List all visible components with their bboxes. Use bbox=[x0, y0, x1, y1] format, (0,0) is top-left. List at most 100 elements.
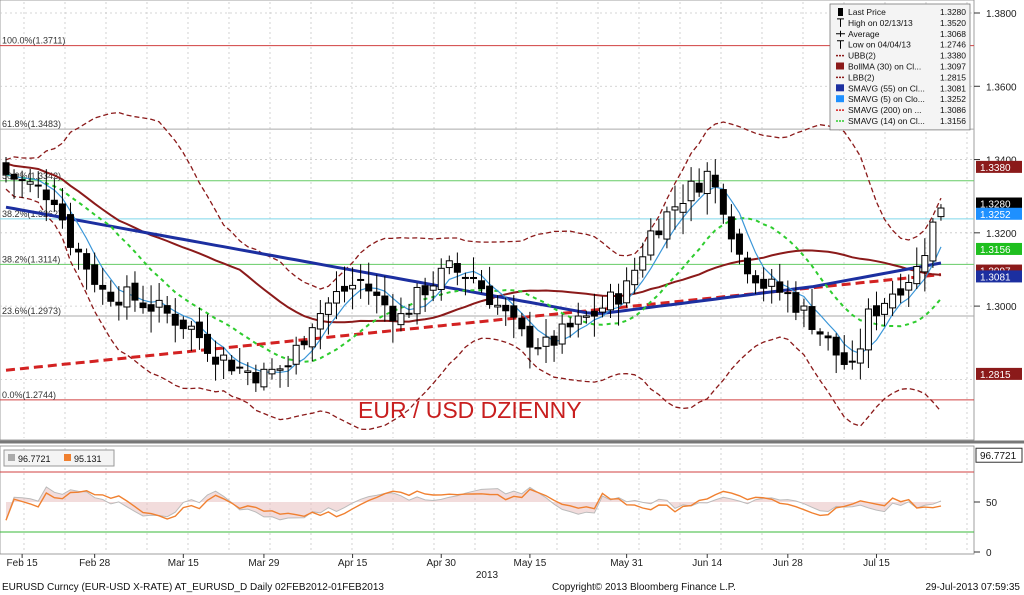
candle-body bbox=[50, 199, 58, 206]
candle-body bbox=[647, 230, 655, 256]
legend-entry: SMAVG (55) on Cl... 1.3081 bbox=[836, 83, 966, 93]
legend-value: 1.3520 bbox=[940, 18, 966, 28]
chart-title: EUR / USD DZIENNY bbox=[358, 397, 582, 423]
candle-body bbox=[735, 233, 743, 255]
footer-security: EURUSD Curncy (EUR-USD X-RATE) AT_EURUSD… bbox=[2, 582, 384, 593]
candle-body bbox=[639, 256, 647, 271]
candle-body bbox=[808, 306, 816, 330]
candle-body bbox=[107, 291, 115, 302]
legend-label: LBB(2) bbox=[848, 72, 875, 82]
candle-body bbox=[228, 359, 236, 372]
legend-label: Last Price bbox=[848, 7, 886, 17]
legend-entry: Average 1.3068 bbox=[836, 29, 966, 39]
price-tag-box bbox=[976, 270, 1022, 283]
candle-body bbox=[381, 295, 389, 306]
fib-label: 0.0%(1.2744) bbox=[2, 390, 56, 400]
price-tag-box bbox=[976, 367, 1022, 380]
candle-body bbox=[542, 336, 550, 347]
candle-body bbox=[284, 365, 292, 368]
legend-label: SMAVG (14) on Cl... bbox=[848, 116, 925, 126]
date-tick-label: Feb 28 bbox=[79, 558, 111, 569]
candle-body bbox=[598, 307, 606, 313]
legend-entry: LBB(2) 1.2815 bbox=[836, 72, 966, 82]
price-panel-frame bbox=[0, 0, 975, 441]
candle-body bbox=[615, 293, 623, 305]
candle-body bbox=[824, 335, 832, 339]
legend-swatch bbox=[836, 62, 844, 70]
candle-body bbox=[139, 302, 147, 309]
legend-value: 1.3081 bbox=[940, 83, 966, 93]
price-tick-label: 1.3800 bbox=[986, 9, 1017, 20]
price-tag: 1.3252 bbox=[976, 207, 1022, 221]
legend-label: Low on 04/04/13 bbox=[848, 40, 911, 50]
candle-body bbox=[453, 263, 461, 273]
candle-body bbox=[856, 348, 864, 364]
candle-body bbox=[155, 299, 163, 308]
candle-body bbox=[300, 340, 308, 346]
candle-body bbox=[502, 304, 510, 312]
sma200-line bbox=[5, 273, 942, 372]
legend-value: 1.3280 bbox=[940, 7, 966, 17]
price-tag-label: 1.2815 bbox=[980, 370, 1011, 381]
candle-body bbox=[123, 286, 131, 308]
candle-body bbox=[405, 312, 413, 315]
candle-body bbox=[607, 291, 614, 311]
candle-body bbox=[349, 284, 357, 290]
upper-bollinger-band bbox=[5, 111, 942, 290]
candle-body bbox=[324, 302, 332, 315]
price-tag-label: 1.3081 bbox=[980, 272, 1011, 283]
candlesticks bbox=[2, 156, 945, 392]
candle-body bbox=[574, 315, 582, 325]
legend-swatch bbox=[836, 95, 844, 103]
date-tick-label: Mar 29 bbox=[248, 558, 280, 569]
price-tag-box bbox=[976, 207, 1022, 220]
price-tag-label: 1.3156 bbox=[980, 245, 1011, 256]
candle-body bbox=[631, 269, 639, 286]
legend[interactable]: Last Price 1.3280 High on 02/13/13 1.3520Av… bbox=[829, 3, 971, 131]
candle-body bbox=[864, 308, 872, 351]
candle-body bbox=[478, 280, 486, 290]
footer-timestamp: 29-Jul-2013 07:59:35 bbox=[925, 582, 1020, 593]
candle-body bbox=[91, 264, 99, 285]
candle-body bbox=[34, 184, 42, 187]
date-tick-label: Mar 15 bbox=[168, 558, 200, 569]
candle-body bbox=[510, 305, 518, 318]
legend-label: High on 02/13/13 bbox=[848, 18, 913, 28]
legend-entry: SMAVG (5) on Clo... 1.3252 bbox=[836, 94, 966, 104]
candle-body bbox=[590, 310, 598, 317]
oscillator-signal-line bbox=[5, 486, 942, 521]
sma14-line bbox=[5, 173, 942, 363]
candle-body bbox=[58, 203, 66, 221]
candle-body bbox=[703, 170, 711, 195]
candle-body bbox=[760, 278, 768, 289]
date-tick-label: May 15 bbox=[514, 558, 547, 569]
candle-body bbox=[115, 301, 123, 306]
candle-body bbox=[655, 230, 663, 236]
legend-swatch bbox=[838, 8, 843, 16]
legend-entry: BollMA (30) on Cl... 1.3097 bbox=[836, 62, 966, 72]
fib-label: 38.2%(1.3114) bbox=[2, 254, 60, 264]
candle-body bbox=[268, 368, 276, 375]
candle-body bbox=[365, 283, 373, 292]
legend-value: 1.3097 bbox=[940, 62, 966, 72]
candle-body bbox=[316, 313, 324, 330]
candle-body bbox=[187, 325, 195, 330]
oscillator-legend-swatch bbox=[64, 454, 71, 461]
oscillator-last-tag-box bbox=[975, 447, 1023, 463]
legend-value: 1.3380 bbox=[940, 51, 966, 61]
candle-body bbox=[486, 285, 494, 306]
legend-value: 1.2815 bbox=[940, 72, 966, 82]
candle-body bbox=[711, 174, 719, 188]
candle-body bbox=[461, 276, 469, 279]
price-tag: 1.3081 bbox=[976, 270, 1022, 283]
oscillator-last-tag-label: 96.7721 bbox=[980, 451, 1017, 462]
candle-body bbox=[582, 315, 590, 318]
candle-body bbox=[848, 360, 856, 363]
candle-body bbox=[913, 266, 921, 285]
price-tag-box bbox=[976, 160, 1022, 173]
price-tag: 1.3156 bbox=[976, 242, 1022, 256]
fib-label: 50.0%(1.3342) bbox=[2, 171, 61, 181]
legend-value: 1.3156 bbox=[940, 116, 966, 126]
date-tick-label: May 31 bbox=[610, 558, 643, 569]
